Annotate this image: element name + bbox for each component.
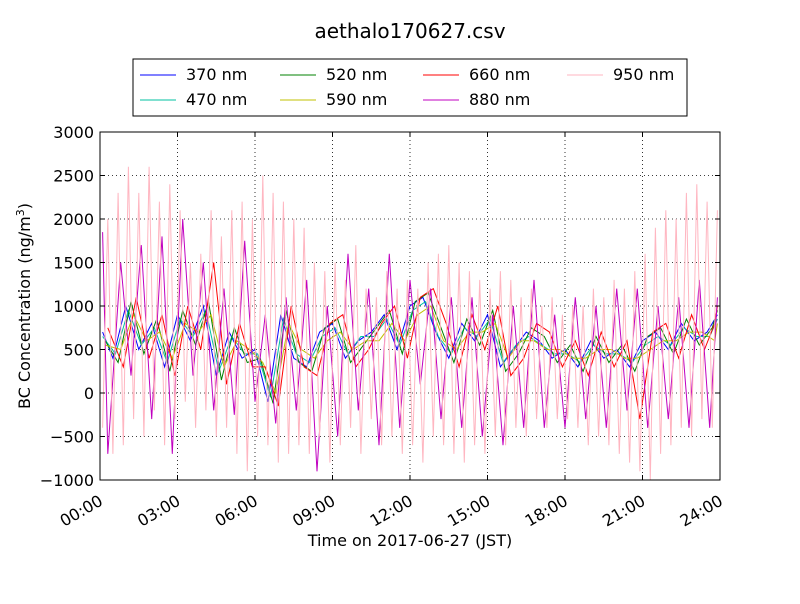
y-axis-label-close: ) — [15, 203, 34, 209]
legend-entry: 880 nm — [423, 90, 530, 109]
series-lines — [102, 166, 718, 480]
y-axis-label-main: BC Concentration (ng/m — [15, 216, 34, 409]
series-line-880-nm — [102, 218, 718, 472]
legend-label: 520 nm — [326, 65, 387, 84]
legend-box — [132, 58, 688, 117]
legend-entry: 590 nm — [280, 90, 387, 109]
legend-label: 660 nm — [469, 65, 530, 84]
legend-entry: 370 nm — [140, 65, 247, 84]
y-tick-label: 3000 — [53, 123, 94, 142]
series-line-950-nm — [102, 166, 718, 480]
y-tick-label: −1000 — [40, 471, 94, 490]
y-axis-label: BC Concentration (ng/m3) — [14, 203, 34, 409]
tick-marks — [99, 131, 721, 481]
y-tick-label: 0 — [84, 384, 94, 403]
series-line-660-nm — [107, 262, 718, 420]
y-tick-label: 1000 — [53, 297, 94, 316]
legend-label: 370 nm — [186, 65, 247, 84]
y-tick-label: 2000 — [53, 210, 94, 229]
legend-label: 880 nm — [469, 90, 530, 109]
legend-entry: 470 nm — [140, 90, 247, 109]
legend-entry: 950 nm — [567, 65, 674, 84]
legend-label: 590 nm — [326, 90, 387, 109]
y-tick-label: 1500 — [53, 254, 94, 273]
series-line-370-nm — [102, 296, 718, 402]
legend-label: 470 nm — [186, 90, 247, 109]
y-tick-labels: 3000 2500 2000 1500 1000 500 0 −500 −1000 — [40, 123, 94, 490]
series-line-590-nm — [105, 305, 718, 395]
y-tick-label: 2500 — [53, 167, 94, 186]
plot-area — [99, 131, 721, 481]
chart-title: aethalo170627.csv — [314, 19, 505, 43]
legend-label: 950 nm — [613, 65, 674, 84]
y-tick-label: −500 — [50, 428, 94, 447]
legend: 370 nm 470 nm 520 nm 590 nm 660 nm 880 nm 950 … — [132, 58, 688, 117]
legend-entry: 520 nm — [280, 65, 387, 84]
y-tick-label: 500 — [63, 341, 94, 360]
x-axis-label: Time on 2017-06-27 (JST) — [307, 531, 512, 550]
y-axis-label-superscript: 3 — [14, 209, 27, 216]
legend-entry: 660 nm — [423, 65, 530, 84]
